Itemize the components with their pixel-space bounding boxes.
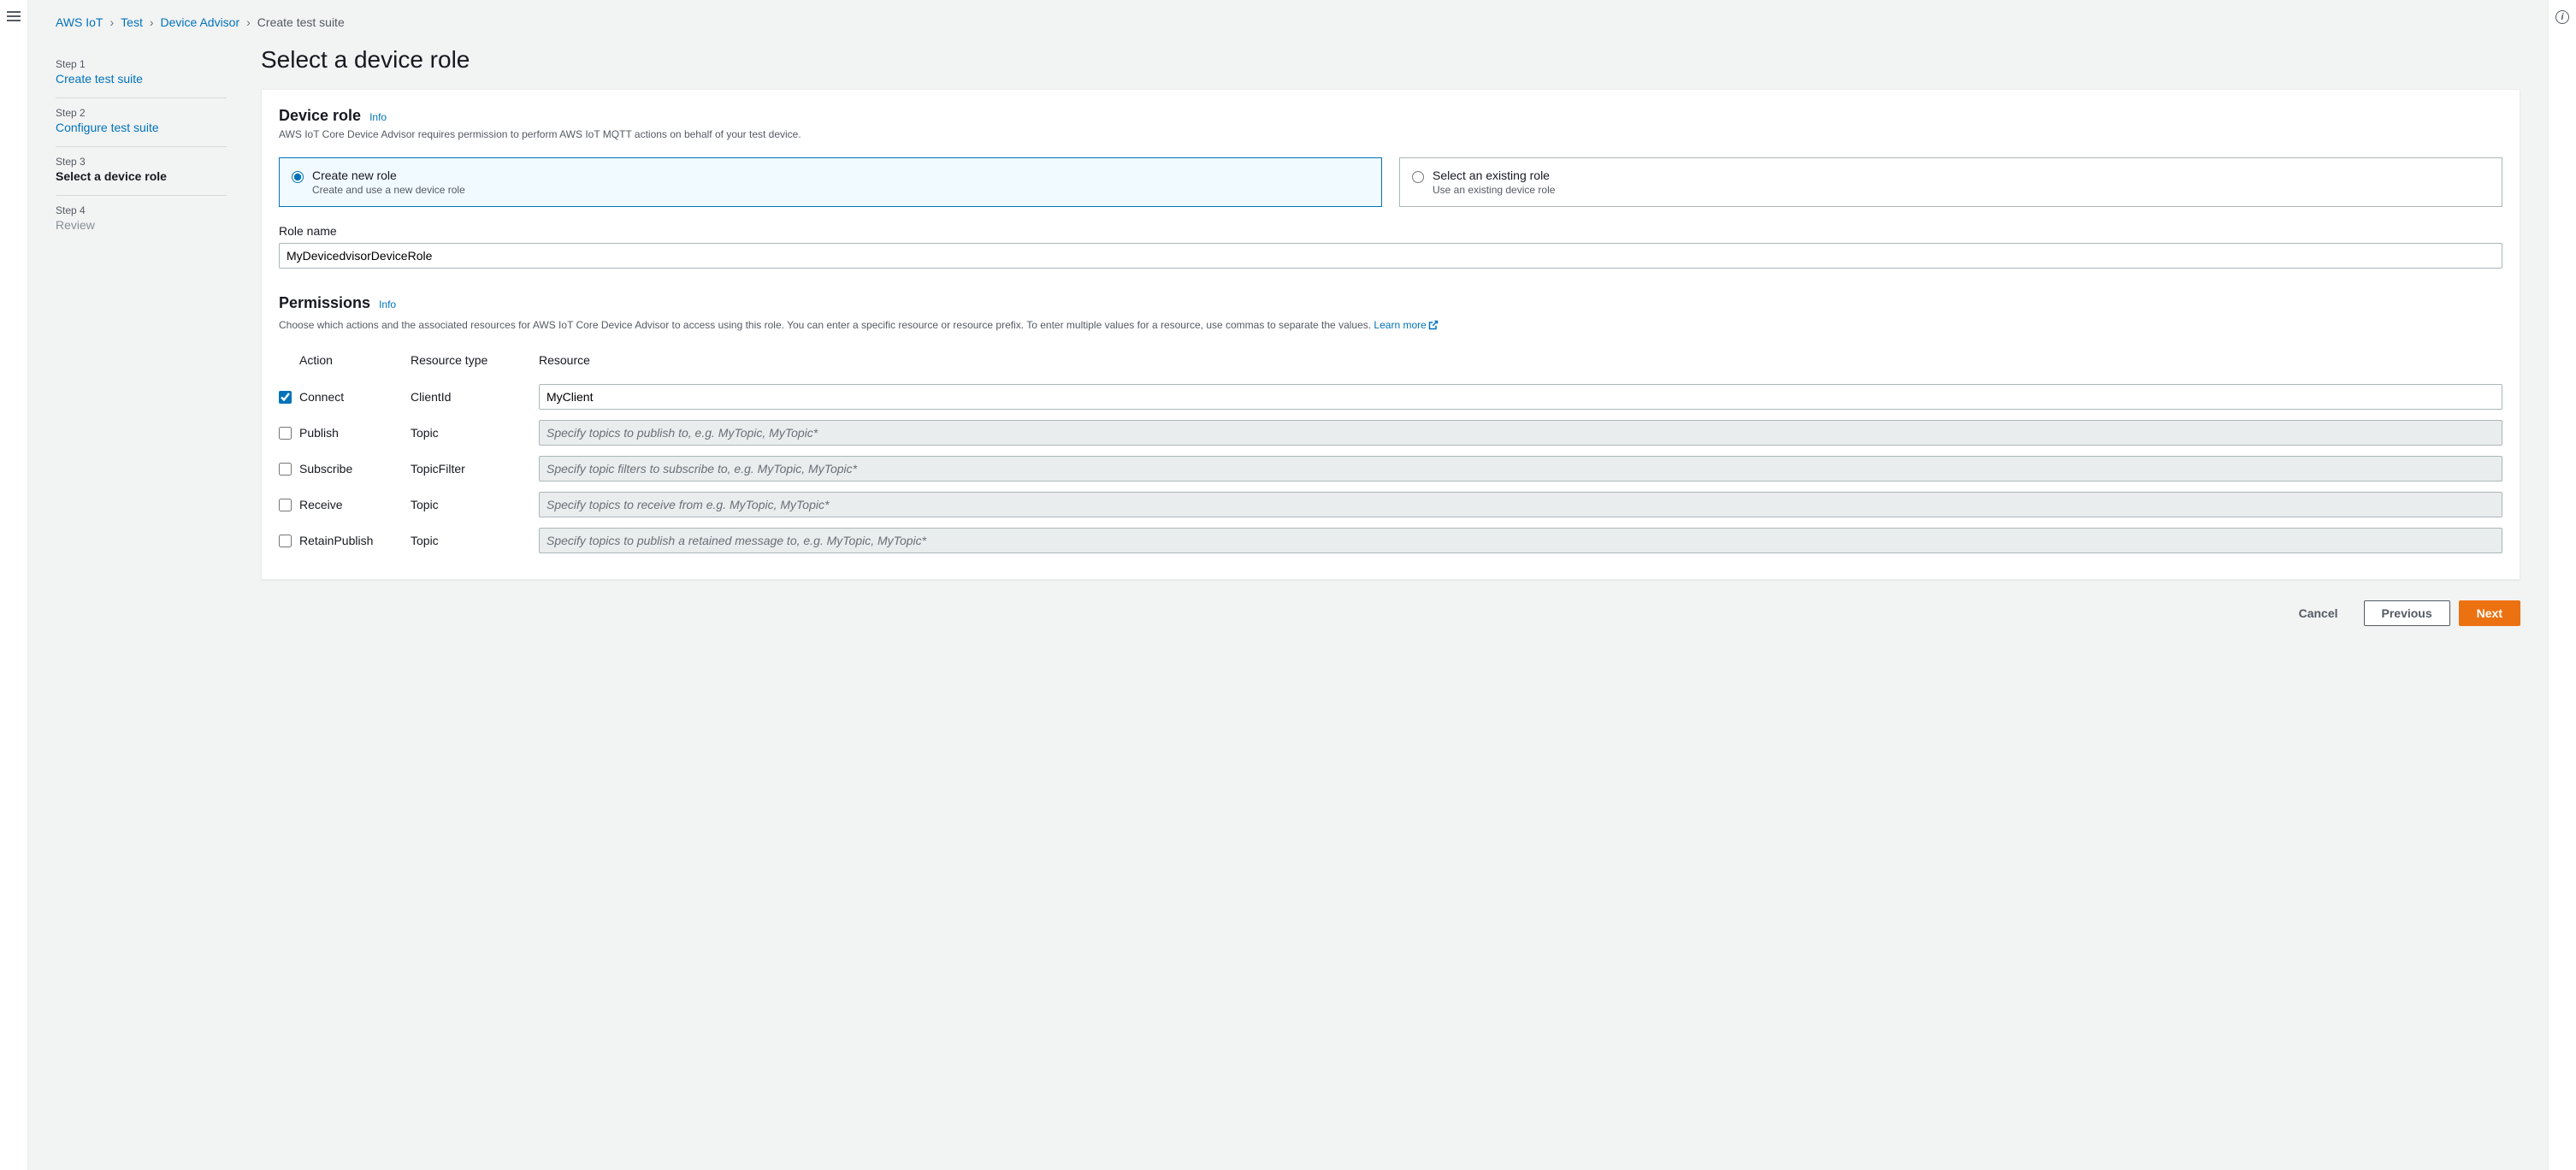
role-name-label: Role name <box>279 224 2502 238</box>
perm-action: RetainPublish <box>299 534 411 547</box>
step-title: Review <box>56 218 95 232</box>
perm-resource-type: Topic <box>411 426 539 440</box>
cancel-button[interactable]: Cancel <box>2282 601 2355 625</box>
step-title[interactable]: Create test suite <box>56 72 143 86</box>
wizard-step-1[interactable]: Step 1 Create test suite <box>56 50 227 98</box>
role-option-existing[interactable]: Select an existing role Use an existing … <box>1399 157 2502 207</box>
chevron-right-icon: › <box>150 15 154 29</box>
step-num: Step 4 <box>56 204 227 216</box>
step-title[interactable]: Configure test suite <box>56 121 159 134</box>
perm-action: Receive <box>299 498 411 511</box>
step-num: Step 1 <box>56 58 227 70</box>
permissions-info-link[interactable]: Info <box>379 298 396 310</box>
perm-row-receive: Receive Topic <box>279 487 2502 523</box>
role-option-existing-desc: Use an existing device role <box>1433 184 1555 196</box>
role-option-existing-radio[interactable] <box>1412 171 1424 183</box>
perm-action: Publish <box>299 426 411 440</box>
step-title: Select a device role <box>56 169 167 183</box>
breadcrumb-aws-iot[interactable]: AWS IoT <box>56 15 103 29</box>
chevron-right-icon: › <box>246 15 251 29</box>
step-num: Step 2 <box>56 107 227 119</box>
perm-resource-type: Topic <box>411 498 539 511</box>
permissions-desc: Choose which actions and the associated … <box>279 317 2502 333</box>
perm-receive-checkbox[interactable] <box>279 499 292 511</box>
perm-subscribe-checkbox[interactable] <box>279 463 292 476</box>
perm-resource-type: ClientId <box>411 390 539 404</box>
device-role-heading: Device role <box>279 107 361 125</box>
perm-connect-resource-input[interactable] <box>539 384 2502 410</box>
perm-row-connect: Connect ClientId <box>279 379 2502 415</box>
device-role-panel: Device role Info AWS IoT Core Device Adv… <box>261 89 2520 580</box>
perm-header-resource: Resource <box>539 353 2502 367</box>
perm-header-action: Action <box>299 353 411 367</box>
role-option-create-radio[interactable] <box>292 171 304 183</box>
page-title: Select a device role <box>261 46 2520 74</box>
perm-publish-checkbox[interactable] <box>279 427 292 440</box>
perm-row-retainpublish: RetainPublish Topic <box>279 523 2502 558</box>
learn-more-link[interactable]: Learn more <box>1374 319 1438 331</box>
hamburger-menu-icon[interactable] <box>7 9 21 24</box>
perm-retainpublish-resource-input <box>539 528 2502 553</box>
perm-row-publish: Publish Topic <box>279 415 2502 451</box>
step-num: Step 3 <box>56 156 227 168</box>
next-button[interactable]: Next <box>2459 600 2520 626</box>
wizard-step-2[interactable]: Step 2 Configure test suite <box>56 98 227 147</box>
previous-button[interactable]: Previous <box>2364 600 2450 626</box>
breadcrumb-current: Create test suite <box>257 15 345 29</box>
perm-subscribe-resource-input <box>539 456 2502 482</box>
device-role-info-link[interactable]: Info <box>369 111 387 123</box>
perm-retainpublish-checkbox[interactable] <box>279 535 292 547</box>
breadcrumb: AWS IoT › Test › Device Advisor › Create… <box>28 0 2548 29</box>
perm-resource-type: TopicFilter <box>411 462 539 476</box>
device-role-desc: AWS IoT Core Device Advisor requires per… <box>279 128 2502 140</box>
role-option-existing-title: Select an existing role <box>1433 168 1555 182</box>
role-option-create-title: Create new role <box>312 168 465 182</box>
external-link-icon <box>1428 320 1439 330</box>
wizard-nav: Step 1 Create test suite Step 2 Configur… <box>56 46 227 244</box>
perm-action: Connect <box>299 390 411 404</box>
perm-action: Subscribe <box>299 462 411 476</box>
info-panel-toggle-icon[interactable]: i <box>2555 10 2569 24</box>
perm-connect-checkbox[interactable] <box>279 391 292 404</box>
perm-publish-resource-input <box>539 420 2502 446</box>
perm-row-subscribe: Subscribe TopicFilter <box>279 451 2502 487</box>
permissions-heading: Permissions <box>279 294 370 312</box>
wizard-step-3: Step 3 Select a device role <box>56 147 227 196</box>
breadcrumb-test[interactable]: Test <box>121 15 143 29</box>
role-name-input[interactable] <box>279 243 2502 269</box>
role-option-create-desc: Create and use a new device role <box>312 184 465 196</box>
breadcrumb-device-advisor[interactable]: Device Advisor <box>161 15 240 29</box>
perm-receive-resource-input <box>539 492 2502 517</box>
role-option-create[interactable]: Create new role Create and use a new dev… <box>279 157 1382 207</box>
perm-header-resource-type: Resource type <box>411 353 539 367</box>
chevron-right-icon: › <box>110 15 115 29</box>
wizard-step-4: Step 4 Review <box>56 196 227 244</box>
perm-resource-type: Topic <box>411 534 539 547</box>
